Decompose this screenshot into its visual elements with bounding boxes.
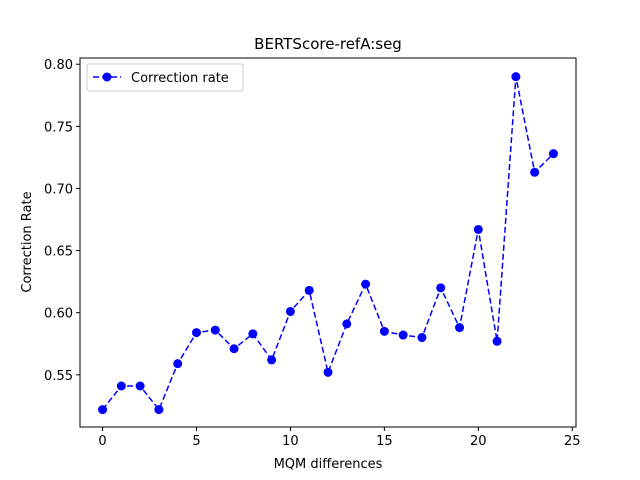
legend-box (86, 63, 244, 92)
data-point (229, 344, 239, 354)
data-point (210, 325, 220, 335)
x-tick-label: 15 (376, 434, 393, 449)
data-point (548, 149, 558, 159)
x-axis-label: MQM differences (274, 457, 383, 472)
legend-label: Correction rate (131, 71, 229, 86)
y-tick-label: 0.75 (44, 120, 73, 135)
data-point (285, 306, 295, 316)
data-point (135, 381, 145, 391)
data-point (304, 285, 314, 295)
data-point (267, 355, 277, 365)
data-point (361, 279, 371, 289)
x-tick-label: 0 (98, 434, 106, 449)
legend: Correction rate (86, 63, 244, 92)
plot-area (79, 57, 577, 428)
x-axis: 0 5 10 15 20 25 (98, 427, 581, 449)
data-point (511, 72, 521, 82)
legend-marker (102, 72, 112, 82)
data-point (116, 381, 126, 391)
x-tick-label: 20 (470, 434, 487, 449)
data-point (154, 405, 164, 415)
y-tick-label: 0.80 (44, 58, 73, 73)
data-point (398, 330, 408, 340)
data-point (455, 323, 465, 333)
y-axis: 0.55 0.60 0.65 0.70 0.75 0.80 (44, 58, 80, 384)
y-tick-label: 0.70 (44, 182, 73, 197)
chart-title: BERTScore-refA:seg (254, 35, 402, 53)
data-point (323, 367, 333, 377)
data-point (379, 326, 389, 336)
data-point (530, 167, 540, 177)
data-point (417, 333, 427, 343)
x-tick-label: 5 (192, 434, 200, 449)
y-tick-label: 0.55 (44, 369, 73, 384)
data-point (191, 328, 201, 338)
x-tick-label: 25 (564, 434, 581, 449)
plot-frame (79, 57, 577, 428)
data-point (98, 405, 108, 415)
data-point (473, 224, 483, 234)
y-axis-label: Correction Rate (20, 191, 35, 292)
data-point (248, 329, 258, 339)
series-layer (98, 72, 558, 415)
data-point (342, 319, 352, 329)
x-tick-label: 10 (282, 434, 299, 449)
y-tick-label: 0.65 (44, 245, 73, 260)
data-point (173, 359, 183, 369)
y-tick-label: 0.60 (44, 307, 73, 322)
data-point (436, 283, 446, 293)
data-point (492, 336, 502, 346)
